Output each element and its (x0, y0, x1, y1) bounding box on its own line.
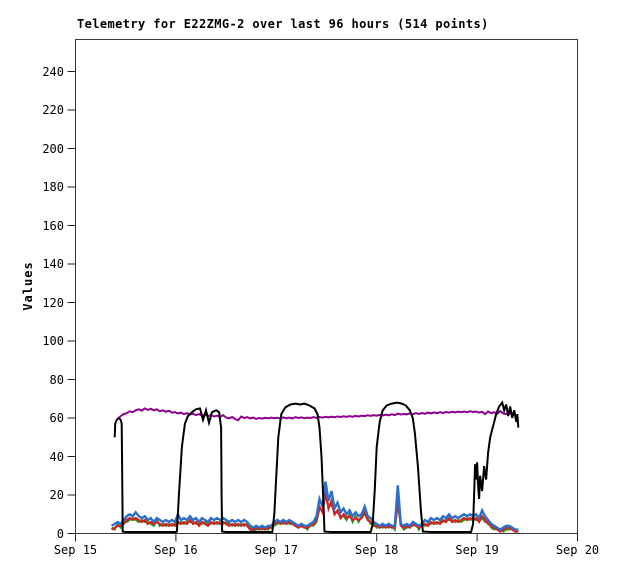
y-tick-label: 100 (42, 334, 64, 348)
y-tick-label: 160 (42, 218, 64, 233)
x-tick-label: Sep 16 (154, 543, 198, 557)
y-tick-label: 220 (42, 103, 64, 117)
series-line-blue (110, 481, 519, 532)
series-line-purple (117, 407, 517, 422)
x-tick-label: Sep 20 (555, 543, 600, 557)
y-tick-label: 120 (42, 295, 64, 310)
y-tick-label: 80 (49, 372, 64, 387)
x-tick-label: Sep 18 (355, 543, 399, 557)
y-tick-label: 20 (49, 488, 64, 502)
series-line-green (111, 494, 519, 533)
x-tick-label: Sep 19 (455, 543, 499, 557)
plot-frame (75, 39, 578, 534)
y-tick-label: 0 (56, 526, 64, 541)
y-tick-label: 240 (42, 64, 64, 79)
series-line-black (113, 400, 520, 533)
y-tick-label: 140 (42, 257, 64, 271)
y-tick-label: 180 (42, 180, 64, 194)
chart-title: Telemetry for E22ZMG-2 over last 96 hour… (77, 17, 489, 31)
y-tick-label: 40 (49, 449, 64, 464)
y-tick-label: 200 (42, 141, 64, 156)
x-tick-label: Sep 17 (254, 543, 298, 557)
x-tick-label: Sep 15 (53, 543, 98, 557)
series-line-red (111, 490, 519, 533)
y-tick-label: 60 (49, 411, 64, 425)
